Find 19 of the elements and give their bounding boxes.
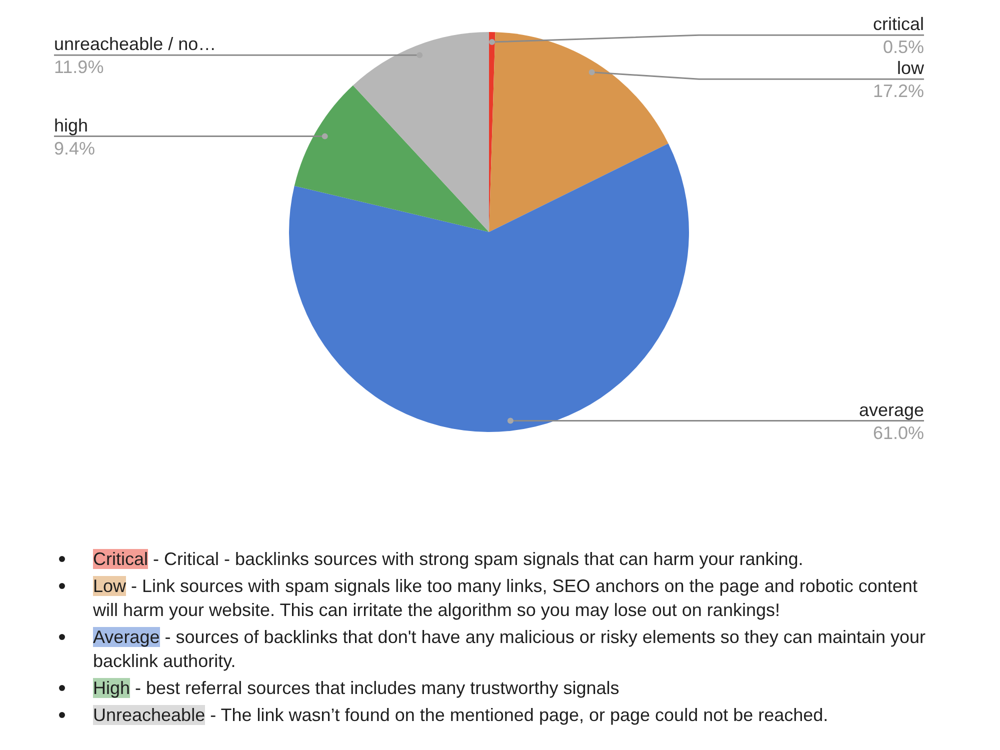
text: High - best referral sources that includes many trustworthy signals <box>93 678 620 698</box>
pie-slice <box>489 32 668 232</box>
pie-slice <box>353 32 489 232</box>
slice-label: high <box>54 115 88 136</box>
data-label: 61.0% <box>872 422 924 443</box>
slice-label: critical <box>872 14 924 34</box>
data-label: 11.9% <box>54 57 104 78</box>
pie-slice <box>294 85 489 232</box>
data-label: 0.5% <box>882 37 924 58</box>
data-label: 17.2% <box>872 81 924 102</box>
text: Critical - Critical - backlinks sources with strong spam signals that can harm your ranking. <box>93 549 804 569</box>
slice-label: low <box>896 58 925 78</box>
text: Low - Link sources with spam signals like too many links, SEO anchors on the page and robotic content will harm your website. This can irritate the algorithm so you may lose out on rankings! <box>93 576 918 620</box>
text: Average - sources of backlinks that don't have any malicious or risky elements so they can maintain your backlink authority. <box>93 627 926 671</box>
text: Unreacheable - The link wasn’t found on the mentioned page, or page could not be reached. <box>93 705 828 725</box>
slice-label: average <box>858 400 924 420</box>
pie-slice <box>289 143 689 432</box>
data-label: 9.4% <box>54 138 96 158</box>
slice-label: unreacheable / no… <box>54 34 216 54</box>
